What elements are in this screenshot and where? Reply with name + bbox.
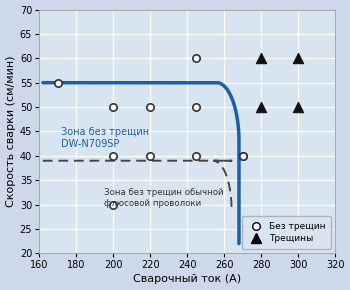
- Text: Зона без трещин обычной
флюсовой проволоки: Зона без трещин обычной флюсовой проволо…: [104, 188, 224, 208]
- Point: [240, 153, 245, 158]
- Point: [55, 80, 61, 85]
- Point: [258, 105, 264, 109]
- Point: [295, 105, 301, 109]
- Point: [240, 153, 245, 158]
- Y-axis label: Скорость сварки (см/мин): Скорость сварки (см/мин): [6, 56, 15, 207]
- Point: [258, 56, 264, 61]
- Point: [110, 202, 116, 207]
- Point: [147, 153, 153, 158]
- Point: [194, 105, 199, 109]
- X-axis label: Сварочный ток (A): Сварочный ток (A): [133, 274, 241, 284]
- Point: [110, 105, 116, 109]
- Point: [110, 153, 116, 158]
- Legend: Без трещин, Трещины: Без трещин, Трещины: [241, 216, 331, 249]
- Point: [194, 153, 199, 158]
- Point: [194, 56, 199, 61]
- Text: Зона без трещин
DW-N709SP: Зона без трещин DW-N709SP: [61, 126, 149, 149]
- Point: [147, 105, 153, 109]
- Point: [295, 56, 301, 61]
